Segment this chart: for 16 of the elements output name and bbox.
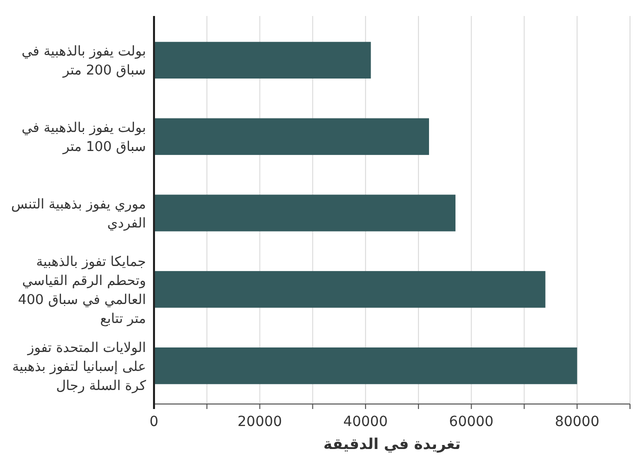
x-tick-label: 0	[150, 414, 158, 430]
y-tick-label: بولت يفوز بالذهبية في سباق 100 متر	[22, 120, 146, 156]
y-tick-label: موري يفوز بذهبية التنس الفردي	[11, 196, 146, 232]
x-axis-title: تغريدة في الدقيقة	[323, 435, 461, 453]
x-tick-label: 80000	[554, 414, 600, 430]
bar	[154, 42, 371, 79]
x-tick-label: 40000	[343, 414, 388, 430]
y-tick-label: الولايات المتحدة تفوز على إسبانيا لتفوز بذهبية كرة السلة رجال	[12, 340, 147, 394]
bar	[154, 118, 430, 155]
bar	[154, 347, 578, 384]
bar	[154, 194, 456, 232]
x-tick-label: 20000	[238, 414, 282, 430]
y-tick-label: جمايكا تفوز بالذهبية وتحطم الرقم القياسي العالمي في سباق 400 متر تتابع	[18, 254, 146, 327]
x-tick-label: 60000	[449, 414, 494, 430]
y-tick-label: بولت يفوز بالذهبية في سباق 200 متر	[22, 44, 146, 79]
bar	[154, 271, 546, 308]
